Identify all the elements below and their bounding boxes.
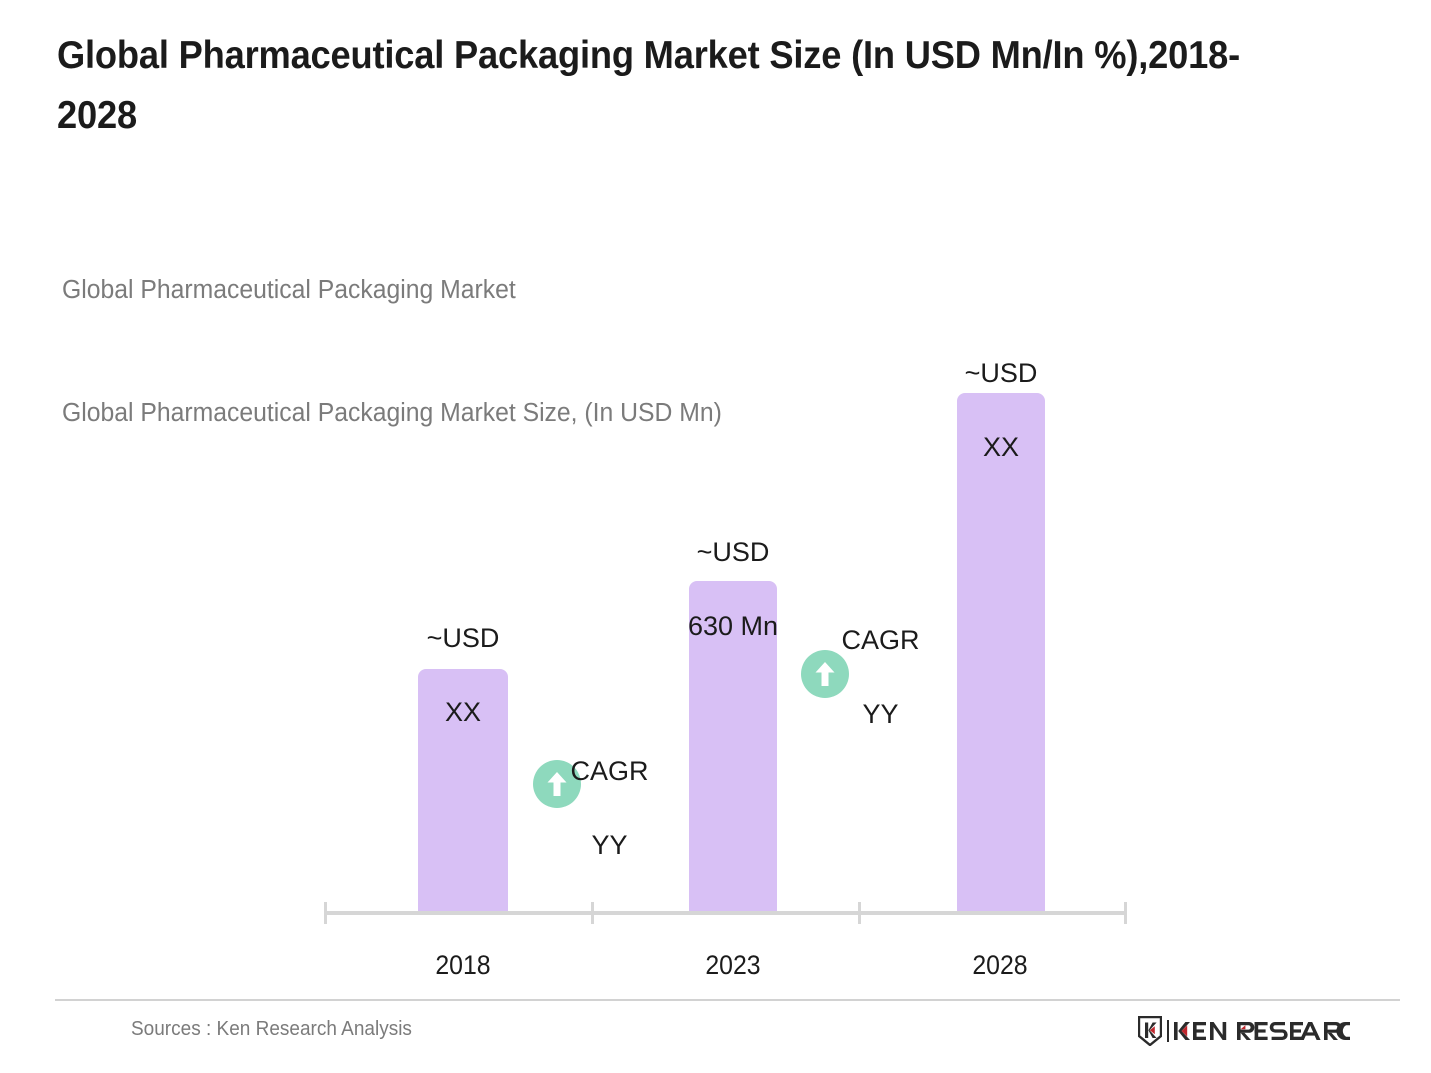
source-note: Sources : Ken Research Analysis (131, 1018, 412, 1040)
bar-label-2018-line1: ~USD (426, 623, 500, 653)
bar-2023[interactable] (689, 581, 777, 913)
x-axis-label-2018: 2018 (435, 950, 491, 980)
cagr-label-1-line2: YY (591, 830, 628, 860)
x-axis-tick-start (324, 902, 327, 924)
ken-research-wordmark (1174, 1022, 1350, 1040)
bar-label-2028: ~USD XX (901, 318, 1101, 503)
subtitle-line-2: Global Pharmaceutical Packaging Market S… (62, 399, 722, 427)
ken-research-logo (1138, 1016, 1350, 1046)
bar-label-2018: ~USD XX (363, 583, 563, 768)
arrow-up-icon (815, 662, 835, 686)
footer-divider (55, 999, 1400, 1001)
bar-2028[interactable] (957, 393, 1045, 913)
ken-research-badge-icon (1138, 1016, 1162, 1046)
cagr-arrow-badge-1[interactable] (533, 760, 581, 808)
x-axis-label-2028: 2028 (972, 950, 1028, 980)
cagr-label-1-line1: CAGR (570, 756, 649, 786)
bar-label-2018-line2: XX (444, 697, 482, 727)
x-axis-line (324, 911, 1127, 915)
logo-divider (1167, 1020, 1169, 1042)
bar-label-2028-line1: ~USD (964, 358, 1038, 388)
cagr-label-2-line2: YY (862, 699, 899, 729)
x-axis-tick-1 (591, 902, 594, 924)
bar-2018[interactable] (418, 669, 508, 913)
bar-label-2028-line2: XX (982, 432, 1020, 462)
subtitle-block: Global Pharmaceutical Packaging Market G… (62, 188, 1129, 516)
x-axis-tick-2 (858, 902, 861, 924)
cagr-label-1: CAGR YY (512, 716, 707, 901)
cagr-label-2: CAGR YY (783, 585, 978, 770)
bar-label-2023: ~USD 630 Mn (633, 497, 833, 682)
arrow-up-icon (547, 772, 567, 796)
cagr-arrow-badge-2[interactable] (801, 650, 849, 698)
cagr-label-2-line1: CAGR (841, 625, 920, 655)
x-axis-label-2023: 2023 (705, 950, 761, 980)
x-axis-tick-end (1124, 902, 1127, 924)
page-title: Global Pharmaceutical Packaging Market S… (57, 34, 1240, 137)
bar-label-2023-line2: 630 Mn (687, 611, 779, 641)
subtitle-line-1: Global Pharmaceutical Packaging Market (62, 276, 516, 304)
bar-label-2023-line1: ~USD (696, 537, 770, 567)
